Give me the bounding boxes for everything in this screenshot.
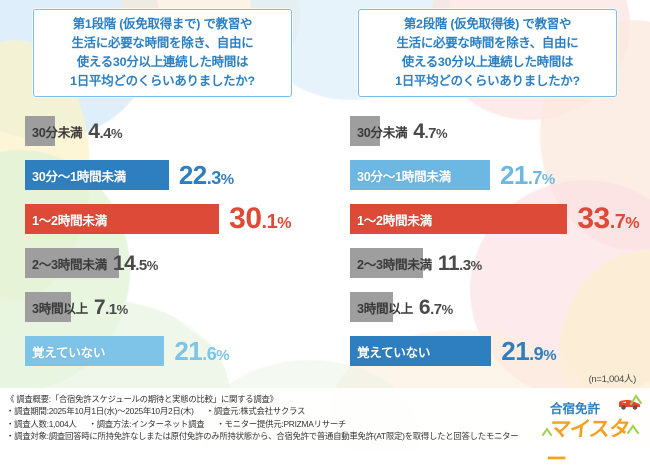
column-stage1: 第1段階 (仮免取得まで) で教習や 生活に必要な時間を除き、自由に 使える30… bbox=[0, 0, 325, 450]
column-stage2: 第2段階 (仮免取得後) で教習や 生活に必要な時間を除き、自由に 使える30分… bbox=[325, 0, 650, 450]
survey-target-line: ・調査対象:調査回答時に所持免許なしまたは原付免許のみ所持状態から、合宿免許で普… bbox=[6, 431, 519, 442]
bar-label: 30分未満 bbox=[357, 125, 408, 140]
survey-count: ・調査人数:1,004人 bbox=[6, 418, 77, 429]
survey-title-line: 《 調査概要:「合宿免許スケジュールの期待と実態の比較」に関する調査》 bbox=[6, 394, 278, 404]
survey-method: ・調査方法:インターネット調査 bbox=[88, 418, 205, 429]
bar-fill bbox=[25, 336, 165, 366]
bar-row: 3時間以上 7.1% bbox=[25, 288, 325, 332]
bar-label: 1〜2時間未満 bbox=[32, 213, 107, 228]
bar-fill bbox=[25, 116, 55, 146]
bar-fill bbox=[350, 292, 394, 322]
car-icon bbox=[619, 399, 640, 410]
question-text-stage2: 第2段階 (仮免取得後) で教習や 生活に必要な時間を除き、自由に 使える30分… bbox=[395, 16, 580, 89]
swoosh-top-icon bbox=[630, 394, 642, 405]
bar-value: 4.4% bbox=[88, 119, 123, 143]
footer: 《 調査概要:「合宿免許スケジュールの期待と実態の比較」に関する調査》 ・調査期… bbox=[0, 390, 650, 471]
survey-period-line: ・調査期間:2025年10月1日(水)〜2025年10月2日(木) ・調査元:株式… bbox=[6, 405, 518, 417]
bar-fill bbox=[350, 336, 492, 366]
bar-value: 4.7% bbox=[413, 119, 448, 143]
bar-row: 30分未満 4.7% bbox=[350, 112, 650, 156]
bar-label: 3時間以上 bbox=[32, 301, 88, 316]
swoosh-right-icon bbox=[627, 424, 639, 434]
survey-overview: 《 調査概要:「合宿免許スケジュールの期待と実態の比較」に関する調査》 ・調査期… bbox=[6, 393, 519, 443]
bar-fill bbox=[25, 160, 169, 190]
bar-fill bbox=[350, 204, 568, 234]
bar-row: 30分〜1時間未満 22.3% bbox=[25, 156, 325, 200]
bar-row: 覚えていない 21.9% bbox=[350, 332, 650, 376]
logo-text-bottom: マイスター bbox=[544, 418, 631, 471]
bar-row: 2〜3時間未満 11.3% bbox=[350, 244, 650, 288]
bar-label: 覚えていない bbox=[357, 345, 431, 360]
bar-label: 30分〜1時間未満 bbox=[32, 169, 126, 184]
bar-list-stage1: 30分未満 4.4% 30分〜1時間未満 22.3% 1〜2時間未満 30.1% 2〜3時間… bbox=[25, 112, 325, 376]
survey-source: ・調査元:株式会社サクラス bbox=[205, 406, 306, 417]
bar-row: 覚えていない 21.6% bbox=[25, 332, 325, 376]
bar-row: 1〜2時間未満 33.7% bbox=[350, 200, 650, 244]
survey-monitor-provider: ・モニター提供元:PRIZMAリサーチ bbox=[216, 418, 347, 429]
bar-fill bbox=[25, 292, 71, 322]
bar-label: 2〜3時間未満 bbox=[32, 257, 107, 272]
bar-value: 33.7% bbox=[577, 202, 640, 235]
bar-fill bbox=[350, 160, 490, 190]
logo-text-top: 合宿免許 bbox=[550, 402, 601, 416]
survey-count-line: ・調査人数:1,004人 ・調査方法:インターネット調査 ・モニター提供元:PRIZ… bbox=[6, 418, 518, 430]
question-text-stage1: 第1段階 (仮免取得まで) で教習や 生活に必要な時間を除き、自由に 使える30… bbox=[70, 16, 255, 89]
bar-label: 30分〜1時間未満 bbox=[357, 169, 451, 184]
bar-value: 11.3% bbox=[437, 251, 482, 275]
bar-fill bbox=[25, 248, 119, 278]
bar-value: 21.7% bbox=[499, 160, 555, 190]
bar-value: 30.1% bbox=[229, 202, 291, 235]
bar-value: 14.5% bbox=[112, 251, 158, 275]
swoosh-bottom-icon bbox=[542, 427, 552, 436]
bar-label: 覚えていない bbox=[32, 345, 106, 360]
bar-fill bbox=[350, 116, 381, 146]
bar-label: 2〜3時間未満 bbox=[357, 257, 432, 272]
bar-value: 21.9% bbox=[501, 336, 557, 366]
bar-value: 21.6% bbox=[174, 336, 230, 366]
bar-row: 30分〜1時間未満 21.7% bbox=[350, 156, 650, 200]
bar-row: 30分未満 4.4% bbox=[25, 112, 325, 156]
question-box-stage1: 第1段階 (仮免取得まで) で教習や 生活に必要な時間を除き、自由に 使える30… bbox=[33, 9, 292, 97]
survey-period: ・調査期間:2025年10月1日(水)〜2025年10月2日(木) bbox=[6, 406, 194, 417]
bar-fill bbox=[350, 248, 423, 278]
bar-label: 3時間以上 bbox=[357, 301, 413, 316]
bar-row: 2〜3時間未満 14.5% bbox=[25, 244, 325, 288]
question-box-stage2: 第2段階 (仮免取得後) で教習や 生活に必要な時間を除き、自由に 使える30分… bbox=[358, 9, 617, 97]
bar-list-stage2: 30分未満 4.7% 30分〜1時間未満 21.7% 1〜2時間未満 33.7% 2〜3時間… bbox=[350, 112, 650, 376]
bar-label: 1〜2時間未満 bbox=[357, 213, 432, 228]
bar-row: 1〜2時間未満 30.1% bbox=[25, 200, 325, 244]
bar-row: 3時間以上 6.7% bbox=[350, 288, 650, 332]
bar-value: 7.1% bbox=[93, 295, 128, 319]
bar-value: 6.7% bbox=[418, 295, 453, 319]
bar-fill bbox=[25, 204, 220, 234]
sample-size-note: (n=1,004人) bbox=[588, 374, 637, 385]
bar-value: 22.3% bbox=[178, 160, 234, 190]
brand-logo[interactable]: 合宿免許 マイスター bbox=[542, 394, 646, 471]
bar-label: 30分未満 bbox=[32, 125, 83, 140]
